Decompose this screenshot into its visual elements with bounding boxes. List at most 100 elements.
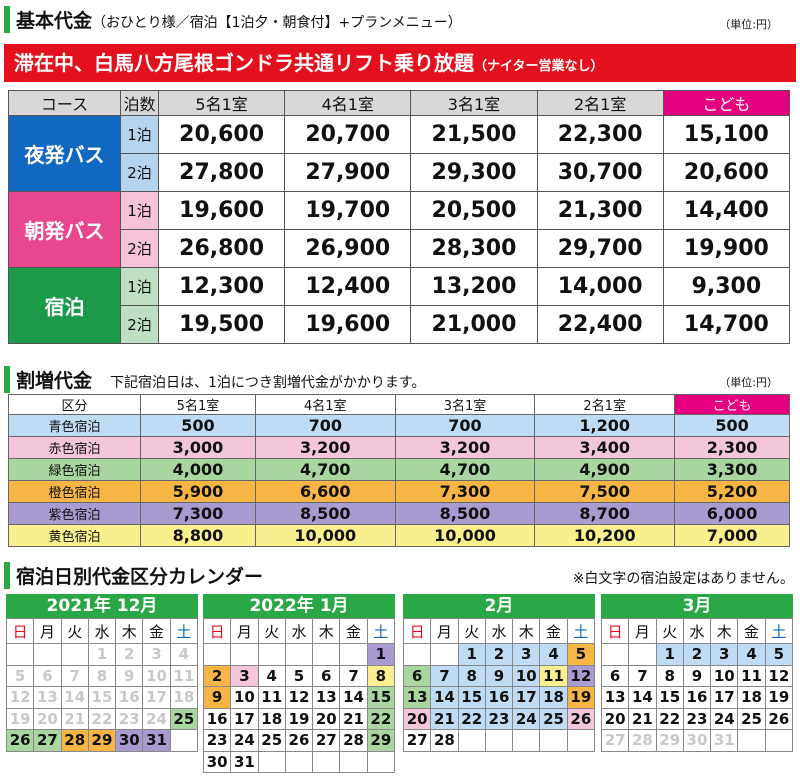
calendar-day: 21 <box>430 707 459 730</box>
calendar-day: 26 <box>764 707 794 730</box>
calendar-day: 28 <box>339 729 368 752</box>
surcharge-value: 10,000 <box>394 524 536 547</box>
calendar-day: 9 <box>682 664 712 687</box>
price-cell: 26,800 <box>157 229 286 268</box>
calendar-day <box>339 643 368 666</box>
calendar-day <box>257 643 286 666</box>
basic-price-body: 夜発バス 1泊 20,600 20,700 21,500 22,300 15,100 2泊 27… <box>8 115 791 344</box>
section-basic-subtitle: （おひとり様／宿泊【1泊夕・朝食付】+プランメニュー） <box>92 15 462 31</box>
calendar-week: 20 21 22 23 24 25 26 <box>600 707 794 730</box>
price-cell: 12,400 <box>284 267 412 306</box>
calendar-day: 2 <box>682 643 712 666</box>
calendar-day: 9 <box>115 664 144 687</box>
price-cell: 15,100 <box>662 115 791 154</box>
price-cell: 20,600 <box>157 115 286 154</box>
weekday-label: 金 <box>737 618 766 644</box>
surcharge-category: 赤色宿泊 <box>8 436 141 459</box>
surcharge-row: 青色宿泊 500 700 700 1,200 500 <box>8 414 790 437</box>
calendar-day: 30 <box>115 729 144 752</box>
surcharge-value: 8,800 <box>140 524 256 547</box>
price-cell: 29,300 <box>410 153 538 192</box>
calendar-day <box>33 643 62 666</box>
calendar-day: 24 <box>142 707 171 730</box>
weekday-label: 火 <box>257 618 286 644</box>
calendar-day: 6 <box>600 664 630 687</box>
calendar-day: 4 <box>257 664 286 687</box>
surcharge-value: 4,700 <box>394 458 536 481</box>
calendar-day <box>737 729 766 752</box>
weekday-label: 金 <box>142 618 171 644</box>
banner-sub-text: （ナイター営業なし） <box>474 59 604 74</box>
calendar-day <box>312 750 341 773</box>
weekday-label: 日 <box>600 618 630 644</box>
weekday-row: 日月火水木金土 <box>600 618 794 644</box>
calendar-day <box>764 729 794 752</box>
surcharge-value: 700 <box>394 414 536 437</box>
calendar-day: 14 <box>60 686 89 709</box>
calendar-day: 26 <box>284 729 314 752</box>
calendar-day: 28 <box>430 729 459 752</box>
calendar-day: 11 <box>539 664 568 687</box>
calendar-day: 28 <box>60 729 89 752</box>
surcharge-value: 5,900 <box>140 480 256 503</box>
price-cell: 27,900 <box>284 153 412 192</box>
surcharge-row: 紫色宿泊 7,300 8,500 8,500 8,700 6,000 <box>8 502 790 525</box>
calendar-day: 27 <box>402 729 432 752</box>
section-surcharge-header: 割増代金 下記宿泊日は、1泊につき割増代金がかかります。 <box>4 366 426 393</box>
price-cell: 22,300 <box>536 115 664 154</box>
lift-banner: 滞在中、白馬八方尾根ゴンドラ共通リフト乗り放題（ナイター営業なし） <box>4 44 796 82</box>
weekday-label: 金 <box>339 618 368 644</box>
section-surcharge-subtitle: 下記宿泊日は、1泊につき割増代金がかかります。 <box>110 375 426 391</box>
section-marker <box>4 6 10 33</box>
calendar-day: 20 <box>312 707 341 730</box>
header-course: コース <box>8 90 121 116</box>
surcharge-value: 4,900 <box>534 458 676 481</box>
surcharge-value: 3,200 <box>254 436 396 459</box>
basic-price-table: コース 泊数 5名1室 4名1室 3名1室 2名1室 こども 夜発バス 1泊 20,… <box>8 90 791 344</box>
calendar-day: 4 <box>737 643 766 666</box>
weekday-row: 日月火水木金土 <box>5 618 199 644</box>
calendar-day: 20 <box>33 707 62 730</box>
price-row: 宿泊 1泊 12,300 12,400 13,200 14,000 9,300 <box>8 267 791 344</box>
calendar-day: 2 <box>202 664 232 687</box>
calendar-day: 20 <box>402 707 432 730</box>
surcharge-value: 10,000 <box>254 524 396 547</box>
calendar-day: 24 <box>512 707 541 730</box>
surcharge-value: 10,200 <box>534 524 676 547</box>
calendar-day <box>457 729 486 752</box>
calendar-month-title: 3月 <box>601 594 793 618</box>
calendar-day: 5 <box>5 664 35 687</box>
section-calendar-title: 宿泊日別代金区分カレンダー <box>16 566 264 588</box>
price-cell: 19,900 <box>662 229 791 268</box>
weekday-row: 日月火水木金土 <box>202 618 396 644</box>
section-basic-title: 基本代金 <box>16 10 93 32</box>
calendar-day: 7 <box>628 664 657 687</box>
header-5-per-room: 5名1室 <box>140 394 256 415</box>
calendar-day: 18 <box>257 707 286 730</box>
calendar-day: 13 <box>33 686 62 709</box>
weekday-label: 水 <box>682 618 712 644</box>
price-cell: 13,200 <box>410 267 538 306</box>
calendar-day: 21 <box>339 707 368 730</box>
calendar-day: 27 <box>600 729 630 752</box>
header-2-per-room: 2名1室 <box>534 394 676 415</box>
calendar-day: 1 <box>655 643 684 666</box>
calendar-grid: 日月火水木金土 1 2 3 4 5 6 7 8 9 10 11 12 13 14 15 16 17 18 19 20 21… <box>202 618 396 773</box>
price-cell: 9,300 <box>662 267 791 306</box>
surcharge-row: 緑色宿泊 4,000 4,700 4,700 4,900 3,300 <box>8 458 790 481</box>
calendar-note: ※白文字の宿泊設定はありません。 <box>572 571 794 587</box>
calendar-day: 18 <box>539 686 568 709</box>
surcharge-value: 3,300 <box>674 458 790 481</box>
price-cell: 21,500 <box>410 115 538 154</box>
calendar-day: 17 <box>710 686 739 709</box>
calendar-day: 31 <box>710 729 739 752</box>
basic-price-header-row: コース 泊数 5名1室 4名1室 3名1室 2名1室 こども <box>8 90 791 116</box>
calendar-day: 20 <box>600 707 630 730</box>
calendar-day <box>312 643 341 666</box>
weekday-label: 月 <box>33 618 62 644</box>
price-cell: 12,300 <box>157 267 286 306</box>
calendar-grid: 日月火水木金土 1 2 3 4 5 6 7 8 9 10 11 12 13 14 15 16 17 18 19 20 21… <box>5 618 199 752</box>
calendar-day: 30 <box>682 729 712 752</box>
calendar-day: 30 <box>202 750 232 773</box>
calendar-day <box>169 729 199 752</box>
